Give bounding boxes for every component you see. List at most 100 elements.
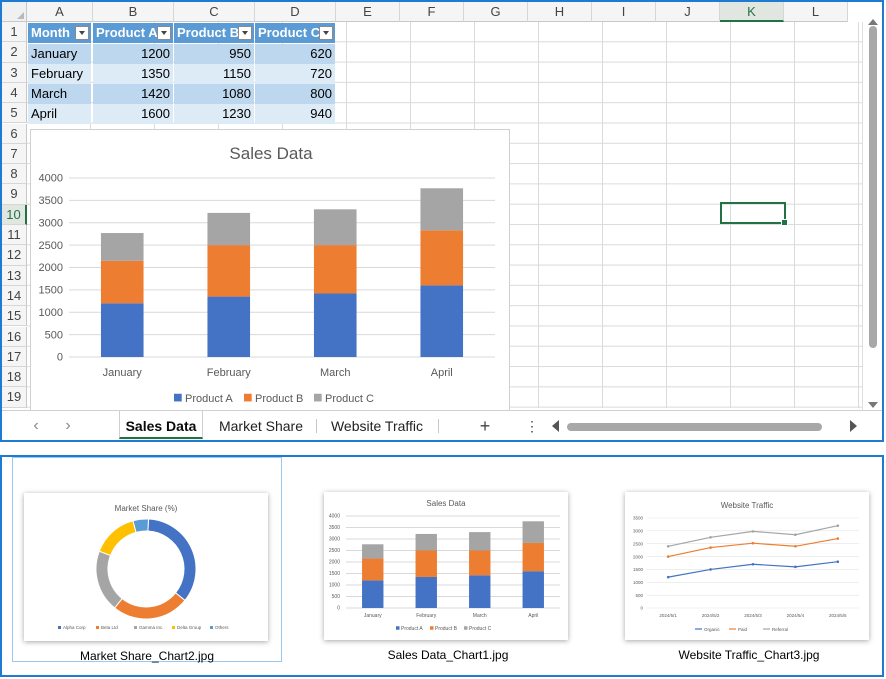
select-all-corner[interactable] [2, 2, 27, 22]
row-header-2[interactable]: 2 [2, 42, 27, 63]
row-header-3[interactable]: 3 [2, 62, 27, 83]
chart-title: Sales Data [426, 499, 466, 508]
bar-product-a [522, 571, 544, 608]
y-tick-label: 1500 [633, 567, 644, 572]
bar-product-b [207, 245, 251, 297]
bar-product-a [313, 293, 357, 357]
table-cell[interactable]: January [28, 43, 91, 64]
more-options-icon[interactable]: ⋮ [525, 418, 539, 434]
column-header-f[interactable]: F [400, 2, 464, 22]
row-header-16[interactable]: 16 [2, 326, 27, 347]
column-header-j[interactable]: J [656, 2, 720, 22]
row-header-10[interactable]: 10 [2, 204, 27, 225]
table-cell[interactable]: 1600 [93, 104, 173, 125]
data-point [666, 544, 670, 548]
row-header-15[interactable]: 15 [2, 306, 27, 327]
column-header-h[interactable]: H [528, 2, 592, 22]
filter-dropdown-icon[interactable] [238, 26, 252, 40]
scroll-down-icon[interactable] [868, 402, 878, 408]
row-header-11[interactable]: 11 [2, 225, 27, 246]
data-point [836, 560, 840, 564]
scroll-up-icon[interactable] [868, 19, 878, 25]
row-header-1[interactable]: 1 [2, 22, 27, 43]
column-header-e[interactable]: E [336, 2, 400, 22]
table-cell[interactable]: 940 [255, 104, 335, 125]
table-cell[interactable]: 620 [255, 43, 335, 64]
table-cell[interactable]: 720 [255, 63, 335, 84]
y-tick-label: 2000 [633, 554, 644, 559]
filter-dropdown-icon[interactable] [319, 26, 333, 40]
row-header-6[interactable]: 6 [2, 123, 27, 144]
table-header-cell[interactable]: Product A [93, 23, 173, 43]
table-header-cell[interactable]: Product C [255, 23, 335, 43]
column-header-c[interactable]: C [174, 2, 255, 22]
legend-swatch [210, 626, 213, 629]
table-cell[interactable]: 1350 [93, 63, 173, 84]
row-header-17[interactable]: 17 [2, 346, 27, 368]
vertical-scrollbar[interactable] [862, 19, 882, 412]
legend-entry: Others [215, 625, 229, 630]
horizontal-scroll-thumb[interactable] [567, 423, 822, 431]
y-tick-label: 500 [332, 594, 341, 600]
y-tick-label: 3000 [329, 537, 340, 543]
next-sheet-icon[interactable]: › [65, 417, 71, 434]
row-header-14[interactable]: 14 [2, 285, 27, 307]
table-cell[interactable]: February [28, 63, 91, 84]
table-header-cell[interactable]: Product B [174, 23, 254, 43]
legend-swatch [464, 626, 468, 630]
active-cell-selection[interactable] [720, 202, 788, 226]
prev-sheet-icon[interactable]: ‹ [33, 417, 39, 434]
legend-entry: Delta Group [177, 625, 202, 630]
bar-product-b [100, 260, 144, 304]
scroll-right-icon[interactable] [850, 420, 857, 432]
sales-data-chart[interactable]: Sales Data 0 500 1000 1500 2000 2500 3000 3500 40… [30, 129, 510, 412]
table-cell[interactable]: 950 [174, 43, 254, 64]
column-header-b[interactable]: B [93, 2, 174, 22]
file-item-website-traffic[interactable]: Website Traffic 0 500 1000 1500 2000 2500 3000 3… [614, 457, 884, 662]
donut-slice [147, 518, 197, 602]
table-cell[interactable]: 1080 [174, 84, 254, 105]
column-header-g[interactable]: G [464, 2, 528, 22]
file-item-sales-data[interactable]: Sales Data 0 500 1000 1500 2000 2500 3000 3500 40… [313, 457, 583, 662]
row-header-7[interactable]: 7 [2, 143, 27, 165]
x-tick-label: April [528, 613, 538, 619]
table-cell[interactable]: 1150 [174, 63, 254, 84]
tab-sales-data[interactable]: Sales Data [119, 411, 203, 439]
scroll-left-icon[interactable] [552, 420, 559, 432]
file-item-market-share[interactable]: Market Share (%) Alpha Corp Beta Ltd Gamma … [12, 457, 282, 663]
row-header-4[interactable]: 4 [2, 82, 27, 104]
row-header-18[interactable]: 18 [2, 367, 27, 388]
y-tick-label: 3500 [39, 195, 63, 207]
row-header-5[interactable]: 5 [2, 103, 27, 124]
legend-entry: Gamma Inc. [139, 625, 164, 630]
bar-product-c [362, 544, 384, 559]
vertical-scroll-thumb[interactable] [869, 26, 877, 348]
table-cell[interactable]: April [28, 104, 91, 125]
x-tick-label: March [320, 367, 351, 379]
row-header-13[interactable]: 13 [2, 265, 27, 286]
table-cell[interactable]: 800 [255, 84, 335, 105]
table-header-cell[interactable]: Month [28, 23, 91, 43]
tab-market-share[interactable]: Market Share [218, 418, 304, 434]
column-header-i[interactable]: I [592, 2, 656, 22]
filter-dropdown-icon[interactable] [75, 26, 89, 40]
filter-dropdown-icon[interactable] [157, 26, 171, 40]
row-header-8[interactable]: 8 [2, 164, 27, 185]
table-cell[interactable]: March [28, 84, 91, 105]
horizontal-scrollbar[interactable] [552, 420, 862, 432]
column-header-l[interactable]: L [784, 2, 848, 22]
row-header-9[interactable]: 9 [2, 184, 27, 205]
data-point [666, 555, 670, 558]
column-header-k[interactable]: K [720, 2, 784, 22]
column-header-a[interactable]: A [27, 2, 93, 22]
chart-title: Website Traffic [721, 501, 774, 510]
row-header-12[interactable]: 12 [2, 245, 27, 266]
file-caption: Market Share_Chart2.jpg [79, 649, 215, 663]
table-cell[interactable]: 1230 [174, 104, 254, 125]
column-header-d[interactable]: D [255, 2, 336, 22]
row-header-19[interactable]: 19 [2, 387, 27, 408]
tab-website-traffic[interactable]: Website Traffic [330, 418, 424, 434]
table-cell[interactable]: 1420 [93, 84, 173, 105]
add-sheet-button[interactable]: + [479, 416, 491, 436]
table-cell[interactable]: 1200 [93, 43, 173, 64]
